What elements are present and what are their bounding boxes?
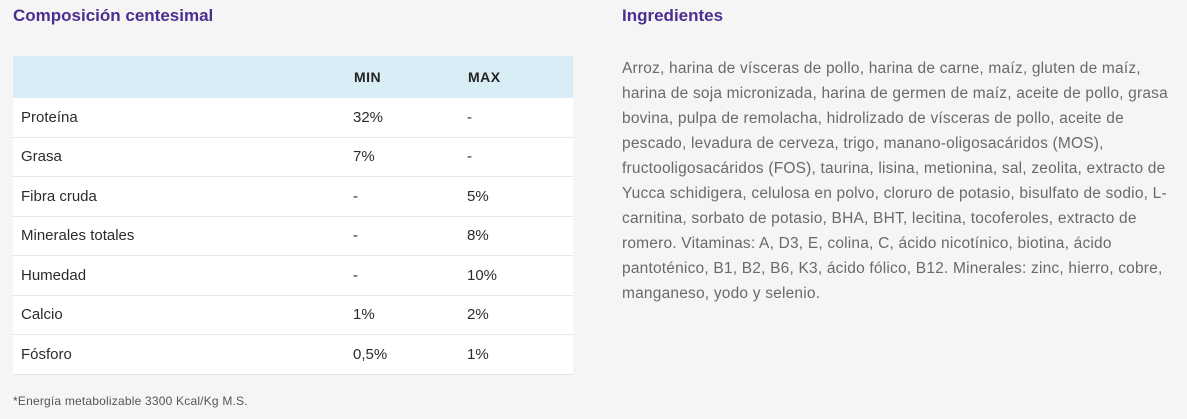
energy-footnote: *Energía metabolizable 3300 Kcal/Kg M.S.: [13, 394, 248, 408]
table-row: Calcio 1% 2%: [13, 295, 573, 335]
table-row: Fósforo 0,5% 1%: [13, 334, 573, 375]
nutrient-name: Fibra cruda: [13, 176, 353, 217]
nutrient-max: 1%: [467, 334, 573, 375]
table-row: Minerales totales - 8%: [13, 216, 573, 256]
nutrient-min: 0,5%: [353, 334, 467, 375]
nutrient-name: Humedad: [13, 255, 353, 296]
nutrient-name: Calcio: [13, 295, 353, 335]
nutrient-min: -: [353, 176, 467, 217]
nutrient-min: 7%: [353, 137, 467, 177]
header-min: MIN: [353, 56, 467, 98]
composition-table: MIN MAX Proteína 32% - Grasa 7% - Fibra …: [13, 56, 573, 375]
table-row: Humedad - 10%: [13, 255, 573, 296]
nutrient-min: 32%: [353, 98, 467, 138]
nutrient-name: Proteína: [13, 98, 353, 138]
nutrient-max: 2%: [467, 295, 573, 335]
ingredients-text: Arroz, harina de vísceras de pollo, hari…: [622, 60, 1168, 302]
header-max: MAX: [467, 56, 573, 98]
nutrient-min: -: [353, 216, 467, 256]
nutrient-max: 8%: [467, 216, 573, 256]
nutrient-name: Minerales totales: [13, 216, 353, 256]
table-row: Grasa 7% -: [13, 137, 573, 177]
nutrient-max: -: [467, 137, 573, 177]
nutrient-max: -: [467, 98, 573, 138]
composition-title: Composición centesimal: [13, 6, 214, 25]
table-header-row: MIN MAX: [13, 56, 573, 98]
header-nutrient: [13, 56, 353, 98]
nutrient-min: 1%: [353, 295, 467, 335]
nutrient-name: Fósforo: [13, 334, 353, 375]
nutrient-max: 5%: [467, 176, 573, 217]
nutrient-min: -: [353, 255, 467, 296]
ingredients-title: Ingredientes: [622, 6, 724, 25]
nutrient-max: 10%: [467, 255, 573, 296]
table-row: Fibra cruda - 5%: [13, 176, 573, 217]
table-row: Proteína 32% -: [13, 98, 573, 138]
nutrient-name: Grasa: [13, 137, 353, 177]
